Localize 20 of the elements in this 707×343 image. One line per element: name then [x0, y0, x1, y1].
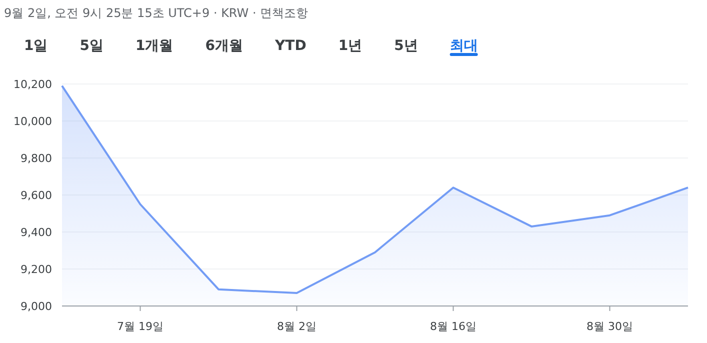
text: 최대	[450, 38, 478, 54]
y-tick-label: 10,000	[14, 115, 52, 128]
text: 6개월	[205, 38, 243, 54]
text: 1일	[24, 38, 48, 54]
x-tick-label: 7월 19일	[117, 320, 164, 333]
x-tick-label: 8월 16일	[430, 320, 476, 333]
y-tick-label: 9,000	[20, 300, 52, 313]
text: 1개월	[136, 38, 174, 54]
y-tick-label: 9,800	[20, 152, 52, 165]
text: YTD	[274, 38, 306, 54]
y-tick-label: 9,600	[20, 189, 52, 202]
x-tick-label: 8월 30일	[586, 320, 633, 333]
text: 1년	[338, 38, 362, 54]
text: 5년	[394, 38, 418, 54]
chart-title: 9월 2일, 오전 9시 25분 15초 UTC+9 · KRW · 면책조항	[4, 6, 308, 20]
y-tick-label: 10,200	[14, 78, 52, 91]
x-tick-label: 8월 2일	[277, 320, 316, 333]
y-tick-label: 9,200	[20, 263, 52, 276]
y-tick-label: 9,400	[20, 226, 52, 239]
text: 5일	[80, 38, 104, 54]
